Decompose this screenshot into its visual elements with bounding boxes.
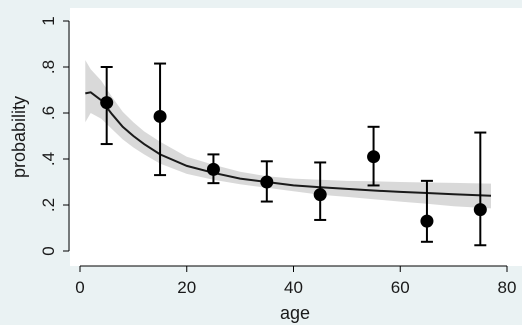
errorbar [420,179,433,243]
data-point [153,109,167,123]
data-point [473,203,487,217]
fit-line [85,91,492,197]
y-tick-label: .2 [39,198,58,212]
y-tick-label: 0 [39,246,58,255]
y-tick-label: .6 [39,106,58,120]
x-axis-title: age [280,303,310,323]
x-tick-label: 40 [284,278,303,297]
confidence-band [85,60,492,209]
y-tick-label: 1 [39,16,58,25]
fit-line-layer [85,91,492,197]
point-layer [100,96,487,228]
data-point [313,188,327,202]
data-point [367,150,381,164]
x-tick-label: 0 [75,278,84,297]
x-tick-label: 80 [498,278,517,297]
errorbar [474,131,487,247]
data-point [260,175,274,189]
data-point [206,162,220,176]
axis-layer: 0 20 40 60 80 0 .2 .4 .6 .8 1 [39,16,516,297]
y-tick-label: .4 [39,152,58,166]
x-tick-label: 20 [177,278,196,297]
confidence-band-layer [85,60,492,209]
data-point [420,214,434,228]
data-point [100,96,114,110]
y-tick-label: .8 [39,60,58,74]
y-axis-title: probability [9,96,29,178]
x-tick-label: 60 [391,278,410,297]
